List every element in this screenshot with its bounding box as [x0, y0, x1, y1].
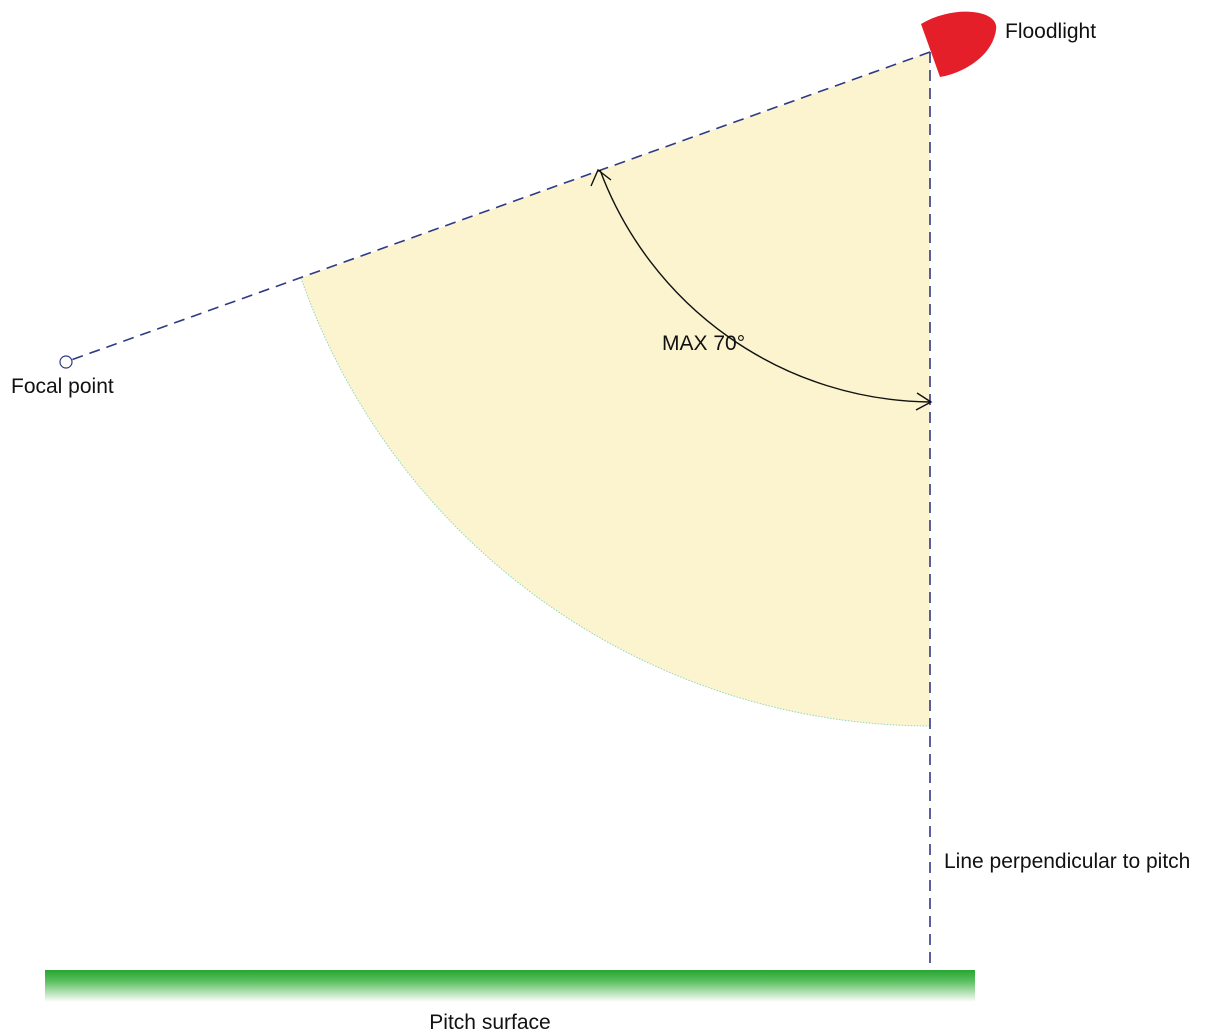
focal-point-marker — [59, 355, 73, 369]
perpendicular-label: Line perpendicular to pitch — [944, 850, 1190, 873]
arrowhead-top — [590, 168, 612, 187]
angle-arc — [599, 169, 931, 403]
aiming-line — [70, 51, 931, 361]
focal-point-label: Focal point — [11, 375, 114, 398]
circle-marker-icon — [59, 355, 73, 369]
arrowhead-right — [915, 392, 933, 411]
floodlight-label: Floodlight — [1005, 20, 1096, 43]
pitch-surface-label: Pitch surface — [429, 1011, 550, 1034]
angle-arc-arrow — [590, 168, 933, 411]
sector-arc-edge — [300, 277, 931, 727]
floodlight-icon — [921, 11, 997, 78]
angle-label: MAX 70° — [662, 332, 745, 355]
max-aiming-sector — [301, 52, 930, 726]
pitch-surface-bar — [45, 970, 975, 1002]
